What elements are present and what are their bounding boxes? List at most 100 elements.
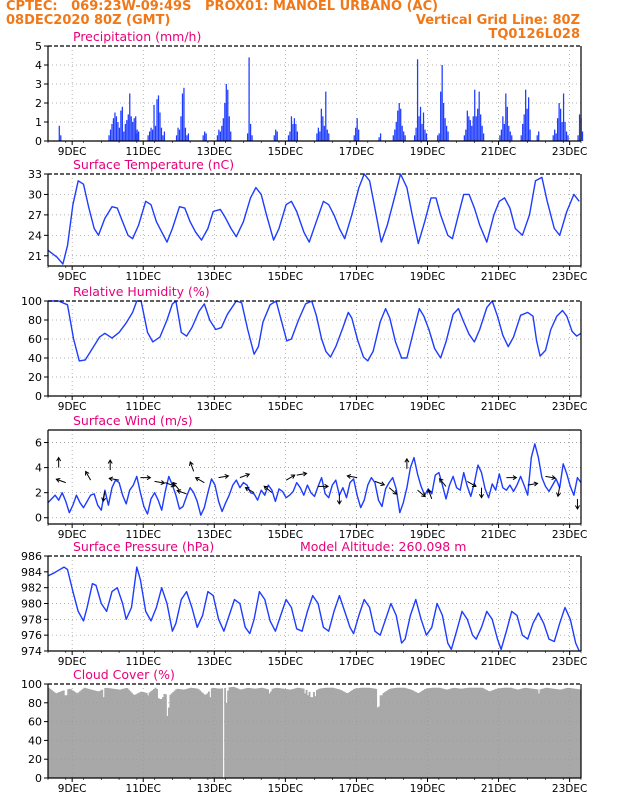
wind-arrow [85, 470, 92, 481]
cloud-bar [394, 687, 397, 778]
cloud-bar [262, 688, 265, 778]
cloud-bar [95, 690, 98, 778]
cloud-bar [73, 691, 76, 778]
precip-bar [471, 125, 473, 141]
cloud-bar [566, 687, 569, 778]
y-tick-label: 100 [21, 678, 42, 691]
cloud-bar [511, 688, 514, 778]
precip-bar [523, 114, 525, 141]
cloud-bar [119, 689, 121, 778]
cloud-bar [480, 687, 483, 778]
cloud-bar [542, 688, 545, 778]
y-tick-label: 978 [21, 613, 42, 626]
cloud-bar [250, 688, 253, 778]
cloud-bar [387, 690, 389, 778]
x-tick-label: 15DEC [268, 656, 303, 668]
precip-bar [559, 108, 562, 141]
precip-bar [418, 116, 420, 141]
cloud-bar [372, 688, 375, 778]
precip-bar [276, 131, 278, 141]
cloud-bar [549, 688, 552, 778]
cloud-bar [495, 688, 498, 778]
x-tick-label: 23DEC [552, 529, 587, 541]
cloud-bar [136, 693, 139, 778]
precip-bar [121, 106, 123, 141]
cloud-bar [370, 688, 373, 778]
x-tick-label: 19DEC [410, 401, 445, 413]
wind-arrow [239, 472, 251, 479]
precip-bar [58, 125, 60, 141]
cloud-bar [498, 688, 500, 778]
cloud-bar [526, 688, 529, 778]
cloud-bar [432, 687, 435, 778]
cloud-bar [204, 694, 207, 778]
cloud-bar [496, 688, 499, 778]
cloud-bar [363, 687, 366, 778]
wind-arrow [336, 493, 342, 505]
cloud-bar [302, 688, 305, 778]
cloud-bar [305, 689, 308, 778]
precip-bar [413, 135, 416, 141]
x-tick-label: 15DEC [268, 783, 303, 795]
precip-bar [151, 129, 154, 141]
cloud-bar [455, 688, 458, 778]
y-tick-label: 1 [35, 116, 42, 129]
x-tick-label: 21DEC [481, 271, 516, 283]
cloud-bar [453, 687, 456, 778]
cloud-bar [364, 687, 367, 778]
cloud-bar [92, 690, 95, 778]
x-tick-label: 21DEC [481, 401, 516, 413]
precip-bar [124, 123, 126, 141]
cloud-bar [443, 688, 446, 778]
precip-bar [475, 116, 477, 141]
wind-arrow [101, 491, 107, 503]
cloud-bar [524, 687, 527, 778]
cloud-bar [345, 692, 348, 778]
cloud-bar [344, 692, 346, 778]
precip-bar [567, 135, 569, 141]
cloud-bar [347, 693, 349, 778]
cloud-bar [440, 688, 443, 778]
cloud-bar [501, 687, 503, 778]
cloud-bar [335, 688, 338, 778]
cloud-bar [512, 688, 515, 778]
cloud-bar [139, 691, 142, 778]
cloud-bar [409, 689, 412, 778]
precip-bar [526, 108, 528, 141]
precip-bar [463, 135, 465, 141]
cloud-bar [471, 687, 474, 778]
precip-bar [445, 125, 448, 141]
wind-arrow [417, 489, 426, 498]
precip-bar [183, 87, 185, 141]
precip-bar [437, 135, 439, 141]
cloud-bar [570, 688, 573, 778]
wind-arrow [140, 475, 152, 481]
cloud-bar [164, 694, 167, 778]
series-line [47, 173, 580, 265]
cloud-bar [184, 689, 187, 778]
cloud-bar [151, 690, 154, 778]
cloud-bar [160, 699, 163, 778]
cloud-bar [138, 692, 141, 778]
x-tick-label: 13DEC [197, 271, 232, 283]
cloud-bar [468, 687, 471, 778]
cloud-bar [310, 697, 312, 778]
cloud-bar [352, 689, 355, 778]
precip-bar [529, 129, 531, 141]
y-tick-label: 80 [28, 314, 42, 327]
cloud-bar [517, 689, 520, 778]
y-tick-label: 6 [35, 437, 42, 450]
cloud-bar [150, 691, 153, 778]
cloud-bar [449, 688, 452, 778]
cloud-bar [253, 688, 256, 778]
cloud-bar [287, 689, 290, 778]
cloud-bar [141, 691, 144, 778]
series-line [47, 566, 580, 652]
cloud-bar [336, 688, 339, 778]
y-tick-label: 24 [28, 229, 42, 242]
cloud-bar [564, 688, 567, 778]
cloud-bar [277, 688, 280, 778]
cloud-bar [493, 689, 496, 778]
cloud-bar [124, 688, 127, 778]
cloud-bar [153, 688, 155, 778]
